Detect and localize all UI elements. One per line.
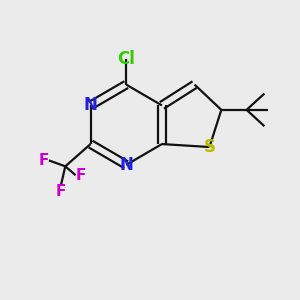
Text: F: F — [38, 153, 49, 168]
Text: N: N — [119, 156, 133, 174]
Text: S: S — [203, 138, 215, 156]
Text: Cl: Cl — [117, 50, 135, 68]
Text: F: F — [76, 168, 86, 183]
Text: N: N — [84, 96, 98, 114]
Text: F: F — [56, 184, 66, 199]
